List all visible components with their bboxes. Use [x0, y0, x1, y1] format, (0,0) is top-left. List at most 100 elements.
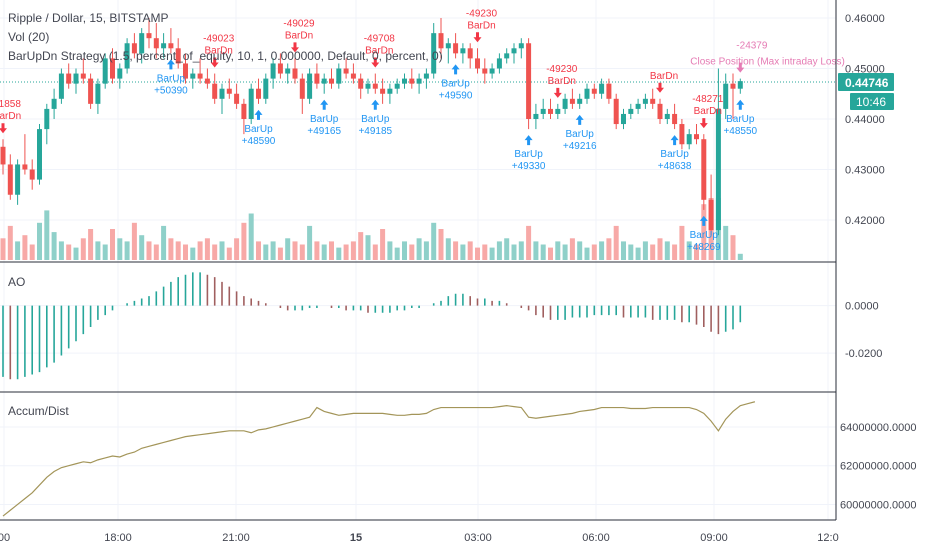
candle-body[interactable] [737, 81, 743, 89]
candle-body[interactable] [533, 113, 539, 119]
candle-body[interactable] [715, 108, 721, 231]
candle-body[interactable] [628, 108, 634, 114]
candle-body[interactable] [591, 88, 597, 94]
candle-body[interactable] [489, 68, 495, 74]
candle-body[interactable] [642, 98, 648, 104]
candle-body[interactable] [248, 88, 254, 119]
candle-body[interactable] [204, 78, 210, 84]
candle-body[interactable] [482, 68, 488, 74]
candle-body[interactable] [277, 63, 283, 74]
candle-body[interactable] [7, 164, 13, 195]
candle-body[interactable] [657, 103, 663, 119]
time-axis[interactable]: 00 18:00 21:00 15 03:00 06:00 09:00 12:0 [0, 532, 839, 544]
ao-axis[interactable]: 0.0000 -0.0200 [845, 301, 882, 361]
candle-body[interactable] [372, 83, 378, 89]
candle-body[interactable] [526, 43, 532, 119]
candle-body[interactable] [58, 73, 64, 99]
candle-body[interactable] [153, 38, 159, 49]
accum-dist-axis[interactable]: 64000000.0000 62000000.0000 60000000.0000 [840, 422, 916, 512]
candle-body[interactable] [540, 108, 546, 114]
candle-body[interactable] [343, 68, 349, 74]
candle-body[interactable] [679, 124, 685, 145]
candle-body[interactable] [672, 113, 678, 125]
candle-body[interactable] [475, 58, 480, 69]
accum-dist-legend[interactable]: Accum/Dist [8, 404, 69, 418]
candle-body[interactable] [467, 48, 473, 59]
candle-body[interactable] [37, 129, 42, 180]
candle-body[interactable] [168, 43, 174, 49]
candle-body[interactable] [234, 93, 240, 104]
candle-body[interactable] [336, 68, 342, 84]
candle-body[interactable] [22, 164, 28, 170]
candle-body[interactable] [511, 48, 517, 54]
candle-body[interactable] [701, 139, 707, 200]
candle-body[interactable] [606, 83, 612, 99]
candle-body[interactable] [29, 169, 35, 180]
candle-body[interactable] [161, 43, 167, 49]
candle-body[interactable] [350, 73, 356, 79]
candle-body[interactable] [584, 88, 590, 99]
candle-body[interactable] [285, 68, 291, 74]
candle-body[interactable] [329, 78, 334, 84]
candle-body[interactable] [708, 199, 714, 231]
candle-body[interactable] [95, 83, 101, 104]
candle-body[interactable] [256, 88, 261, 99]
candle-body[interactable] [730, 83, 736, 89]
candle-body[interactable] [394, 83, 400, 89]
candle-body[interactable] [387, 88, 393, 94]
candle-body[interactable] [124, 43, 130, 69]
candle-body[interactable] [358, 78, 364, 89]
candle-body[interactable] [438, 33, 444, 49]
candle-body[interactable] [562, 98, 568, 109]
candle-body[interactable] [686, 134, 692, 145]
candle-body[interactable] [416, 78, 422, 84]
candle-body[interactable] [599, 83, 605, 94]
candle-body[interactable] [694, 134, 699, 140]
strategy-legend[interactable]: BarUpDn Strategy (1.5, percent_of_equity… [8, 49, 443, 63]
candle-body[interactable] [197, 73, 203, 79]
candle-body[interactable] [117, 68, 123, 79]
candle-body[interactable] [569, 98, 575, 104]
candle-body[interactable] [307, 73, 313, 99]
candle-body[interactable] [496, 58, 502, 69]
candle-body[interactable] [299, 78, 305, 99]
candle-body[interactable] [241, 103, 247, 119]
symbol-title[interactable]: Ripple / Dollar, 15, BITSTAMP [8, 11, 169, 25]
candle-body[interactable] [226, 88, 232, 94]
candle-body[interactable] [0, 146, 6, 165]
candle-body[interactable] [66, 73, 72, 84]
ao-legend[interactable]: AO [8, 275, 25, 289]
candle-body[interactable] [577, 98, 583, 104]
candle-body[interactable] [621, 113, 626, 125]
candle-body[interactable] [88, 78, 94, 104]
candle-body[interactable] [321, 78, 327, 84]
candle-body[interactable] [263, 78, 269, 99]
candle-body[interactable] [190, 73, 196, 79]
candle-body[interactable] [504, 53, 510, 59]
candle-body[interactable] [453, 43, 459, 54]
candle-body[interactable] [650, 98, 656, 104]
candle-body[interactable] [15, 164, 21, 195]
candle-body[interactable] [635, 103, 641, 109]
candle-body[interactable] [110, 58, 115, 79]
candle-body[interactable] [518, 43, 524, 49]
price-axis[interactable]: 0.46000 0.45000 0.44000 0.43000 0.42000 [845, 13, 885, 227]
candle-body[interactable] [80, 73, 86, 79]
candle-body[interactable] [555, 108, 561, 114]
candle-body[interactable] [183, 63, 188, 79]
candle-body[interactable] [131, 43, 137, 54]
candle-body[interactable] [314, 73, 320, 84]
candle-body[interactable] [460, 48, 466, 54]
candle-body[interactable] [409, 78, 415, 84]
candle-body[interactable] [44, 108, 50, 130]
candle-body[interactable] [664, 113, 670, 119]
candle-body[interactable] [175, 48, 181, 64]
candle-body[interactable] [270, 63, 276, 79]
candle-body[interactable] [365, 83, 371, 89]
candlesticks[interactable] [0, 18, 743, 236]
candle-body[interactable] [102, 58, 108, 84]
candle-body[interactable] [212, 83, 218, 99]
candle-body[interactable] [445, 43, 451, 49]
candle-body[interactable] [431, 33, 437, 74]
